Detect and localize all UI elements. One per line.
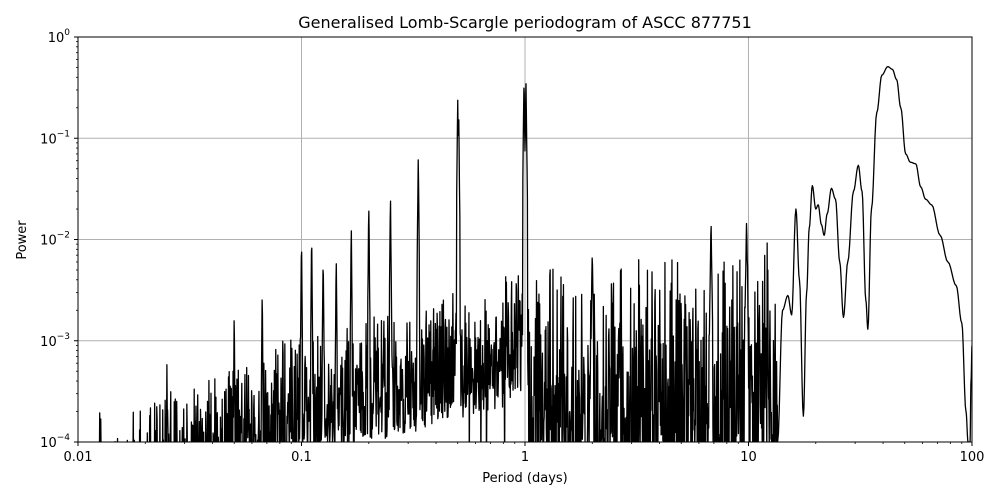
y-tick-labels: 100 10−1 10−2 10−3 10−4 [40,28,70,451]
x-axis-label: Period (days) [482,471,568,486]
y-tick-label: 10−3 [40,332,70,350]
axis-ticks [74,36,973,446]
y-tick-label: 100 [48,28,71,46]
periodogram-line [98,65,972,442]
x-tick-label: 100 [960,450,985,465]
chart-title: Generalised Lomb-Scargle periodogram of … [298,13,752,32]
x-tick-labels: 0.01 0.1 1 10 100 [64,450,985,465]
y-axis-label: Power [15,220,30,260]
y-tick-label: 10−2 [40,231,70,249]
y-tick-label: 10−4 [40,433,70,451]
x-tick-label: 0.1 [291,450,312,465]
y-tick-label: 10−1 [40,129,70,147]
x-tick-label: 10 [740,450,757,465]
x-tick-label: 0.01 [64,450,93,465]
plot-area [98,65,972,442]
x-tick-label: 1 [521,450,529,465]
